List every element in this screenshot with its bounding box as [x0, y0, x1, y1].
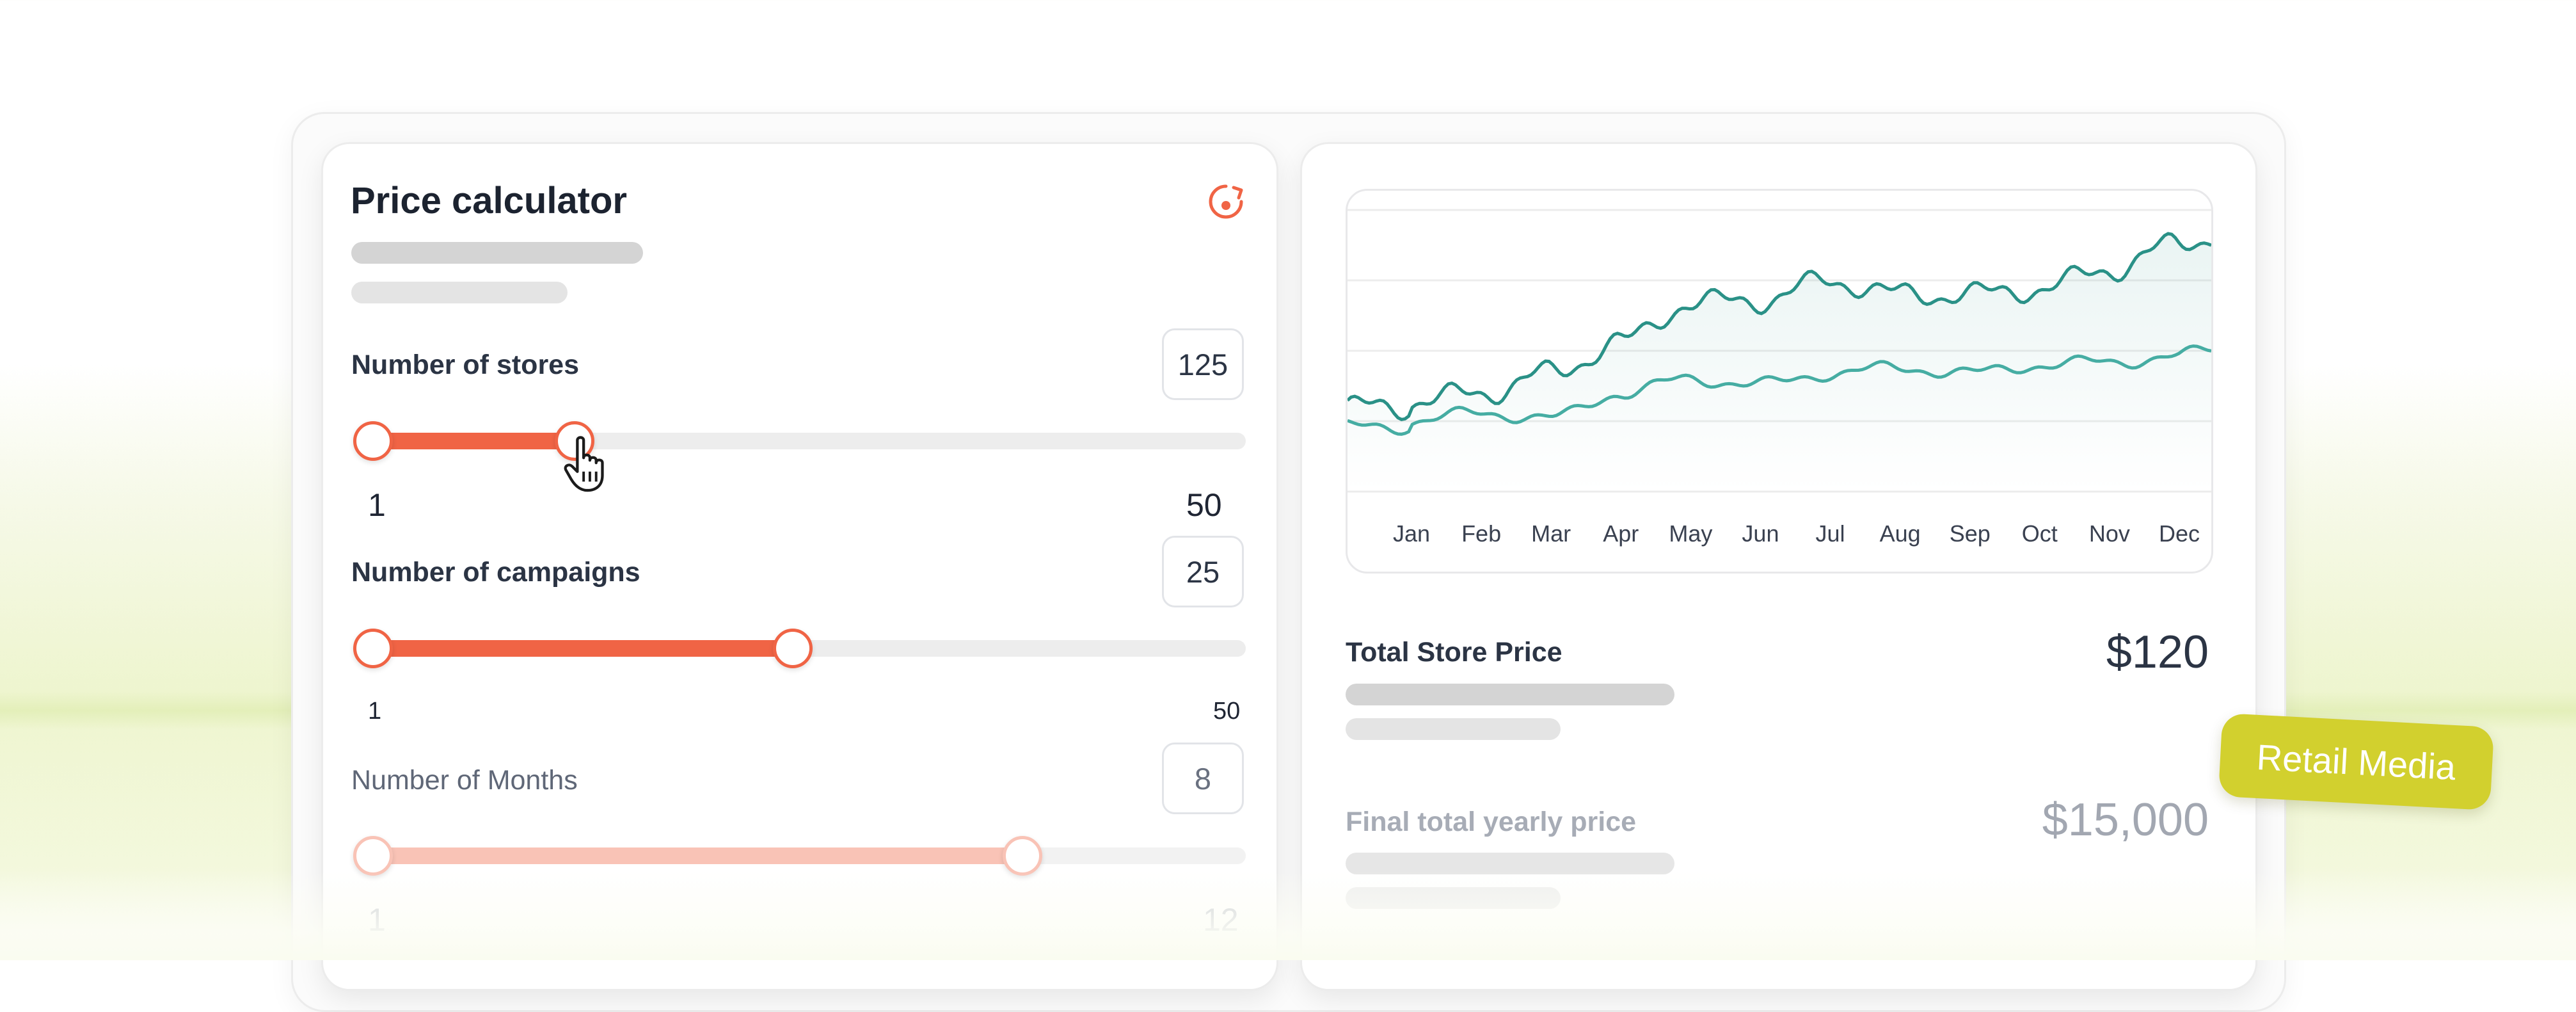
hand-pointer-icon — [564, 436, 604, 492]
series-2-line — [1348, 344, 2211, 436]
retail-media-badge: Retail Media — [2218, 712, 2495, 811]
series-1-line — [1348, 232, 2211, 422]
month-label: Sep — [1950, 520, 1991, 547]
campaigns-max-label: 50 — [1213, 698, 1241, 725]
month-label: Jul — [1816, 520, 1845, 547]
calculator-title: Price calculator — [351, 180, 627, 221]
total-store-price-value: $120 — [2106, 627, 2209, 678]
total-placeholder — [1346, 684, 1674, 705]
months-slider-max-thumb[interactable] — [1003, 836, 1042, 876]
total-store-price-label: Total Store Price — [1346, 637, 1562, 668]
final-yearly-price-label: Final total yearly price — [1346, 807, 1637, 837]
campaigns-slider-min-thumb[interactable] — [353, 629, 393, 668]
stores-max-label: 50 — [1186, 487, 1222, 523]
final-placeholder — [1346, 853, 1674, 874]
stores-slider-min-thumb[interactable] — [353, 421, 393, 461]
month-label: Oct — [2022, 520, 2058, 547]
campaigns-slider-fill — [372, 640, 793, 657]
month-label: Dec — [2159, 520, 2200, 547]
month-label: Nov — [2089, 520, 2130, 547]
months-label: Number of Months — [351, 765, 578, 796]
stores-min-label: 1 — [368, 487, 386, 523]
chart-svg: Jan Feb Mar Apr May Jun Jul Aug Sep Oct Nov Dec — [1348, 209, 2211, 547]
subtitle-placeholder-2 — [351, 282, 568, 303]
price-chart: Jan Feb Mar Apr May Jun Jul Aug Sep Oct Nov Dec — [1346, 189, 2213, 574]
campaigns-min-label: 1 — [368, 698, 382, 725]
months-min-label: 1 — [368, 902, 386, 938]
month-label: Aug — [1880, 520, 1921, 547]
campaigns-value-input[interactable]: 25 — [1162, 536, 1244, 607]
subtitle-placeholder — [351, 242, 643, 264]
month-label: Jan — [1393, 520, 1430, 547]
month-label: Feb — [1461, 520, 1501, 547]
months-slider-min-thumb[interactable] — [353, 836, 393, 876]
month-label: Jun — [1742, 520, 1779, 547]
months-value-input[interactable]: 8 — [1162, 743, 1244, 814]
campaigns-slider-max-thumb[interactable] — [773, 629, 813, 668]
total-placeholder-2 — [1346, 718, 1561, 740]
campaigns-label: Number of campaigns — [351, 557, 640, 588]
reset-icon[interactable] — [1207, 182, 1245, 221]
month-label: Apr — [1603, 520, 1639, 547]
month-label: May — [1669, 520, 1712, 547]
final-placeholder-2 — [1346, 887, 1561, 909]
months-slider-fill — [372, 847, 1022, 864]
series-1-area — [1348, 234, 2211, 492]
stores-slider-fill — [372, 433, 575, 449]
final-yearly-price-value: $15,000 — [2042, 794, 2209, 846]
months-max-label: 12 — [1203, 902, 1239, 938]
month-label: Mar — [1531, 520, 1571, 547]
stores-value-input[interactable]: 125 — [1162, 328, 1244, 400]
stores-label: Number of stores — [351, 349, 580, 380]
